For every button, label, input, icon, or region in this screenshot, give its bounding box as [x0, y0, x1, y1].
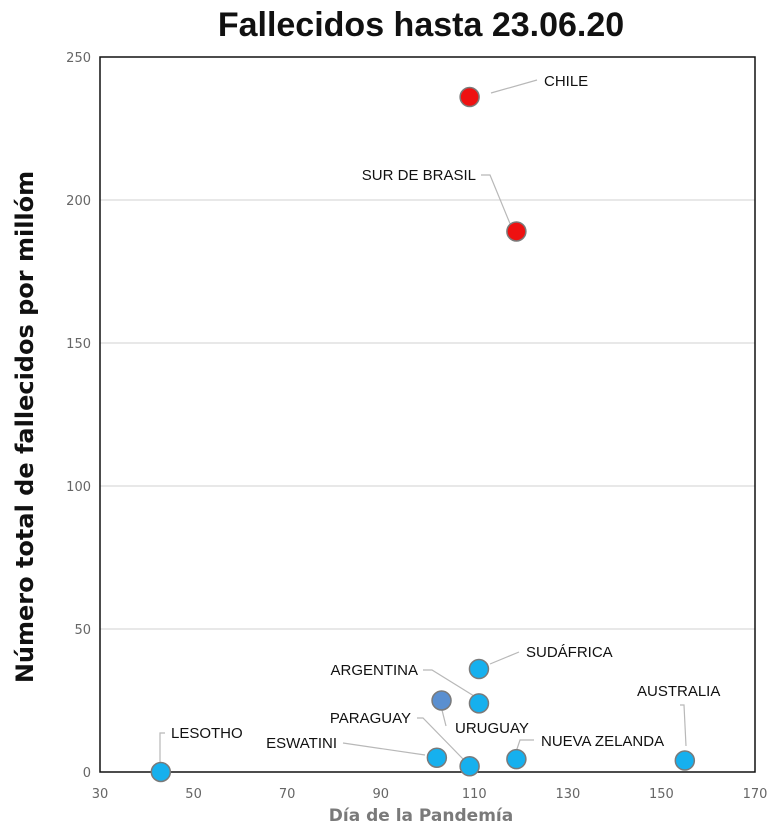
leader-line — [441, 709, 447, 727]
x-tick-label: 50 — [185, 787, 202, 802]
x-tick-label: 130 — [555, 787, 580, 802]
point-label: LESOTHO — [171, 725, 243, 742]
leader-line — [423, 669, 475, 697]
data-point — [468, 693, 490, 714]
data-point — [674, 750, 696, 771]
x-tick-label: 150 — [649, 787, 674, 802]
y-tick-label: 150 — [66, 337, 91, 352]
leader-line — [159, 732, 165, 763]
point-label: CHILE — [544, 73, 588, 90]
data-point — [459, 86, 480, 108]
x-tick-label: 30 — [92, 787, 109, 802]
x-tick-label: 90 — [372, 787, 389, 802]
leader-line — [490, 79, 538, 94]
data-point — [431, 690, 452, 711]
data-point — [506, 221, 527, 242]
data-point — [459, 756, 480, 777]
plot-area — [99, 56, 756, 773]
leader-lines — [159, 79, 687, 763]
point-label: NUEVA ZELANDA — [541, 733, 664, 750]
data-point — [426, 747, 448, 768]
y-tick-label: 200 — [66, 194, 91, 209]
data-point — [506, 748, 527, 770]
point-label: SUDÁFRICA — [526, 644, 613, 661]
y-tick-label: 0 — [83, 766, 91, 781]
x-tick-label: 170 — [743, 787, 768, 802]
point-label: ARGENTINA — [330, 662, 418, 679]
gridlines — [100, 199, 755, 630]
point-label: PARAGUAY — [330, 710, 411, 727]
leader-line — [342, 742, 426, 756]
data-point — [150, 761, 172, 783]
leader-line — [515, 739, 534, 753]
leader-line — [489, 651, 520, 665]
x-tick-label: 70 — [279, 787, 296, 802]
y-tick-label: 50 — [74, 623, 91, 638]
point-label: ESWATINI — [266, 735, 337, 752]
x-ticks: 30 50 70 90 110 130 150 170 — [92, 787, 768, 802]
y-tick-label: 250 — [66, 51, 91, 66]
point-label: URUGUAY — [455, 720, 529, 737]
x-tick-label: 110 — [462, 787, 487, 802]
chart-title: Fallecidos hasta 23.06.20 — [218, 6, 624, 44]
point-label: AUSTRALIA — [637, 683, 720, 700]
y-axis-label: Número total de fallecidos por millóm — [11, 171, 39, 683]
point-label: SUR DE BRASIL — [362, 167, 476, 184]
data-points — [150, 86, 696, 783]
leader-line — [417, 717, 465, 761]
y-ticks: 0 50 100 150 200 250 — [66, 51, 91, 781]
point-labels: CHILE SUR DE BRASIL SUDÁFRICA ARGENTINA URUG… — [171, 73, 720, 752]
leader-line — [680, 704, 687, 747]
data-point — [468, 658, 490, 680]
y-tick-label: 100 — [66, 480, 91, 495]
x-axis-label: Día de la Pandemía — [329, 806, 513, 826]
leader-line — [481, 174, 512, 227]
